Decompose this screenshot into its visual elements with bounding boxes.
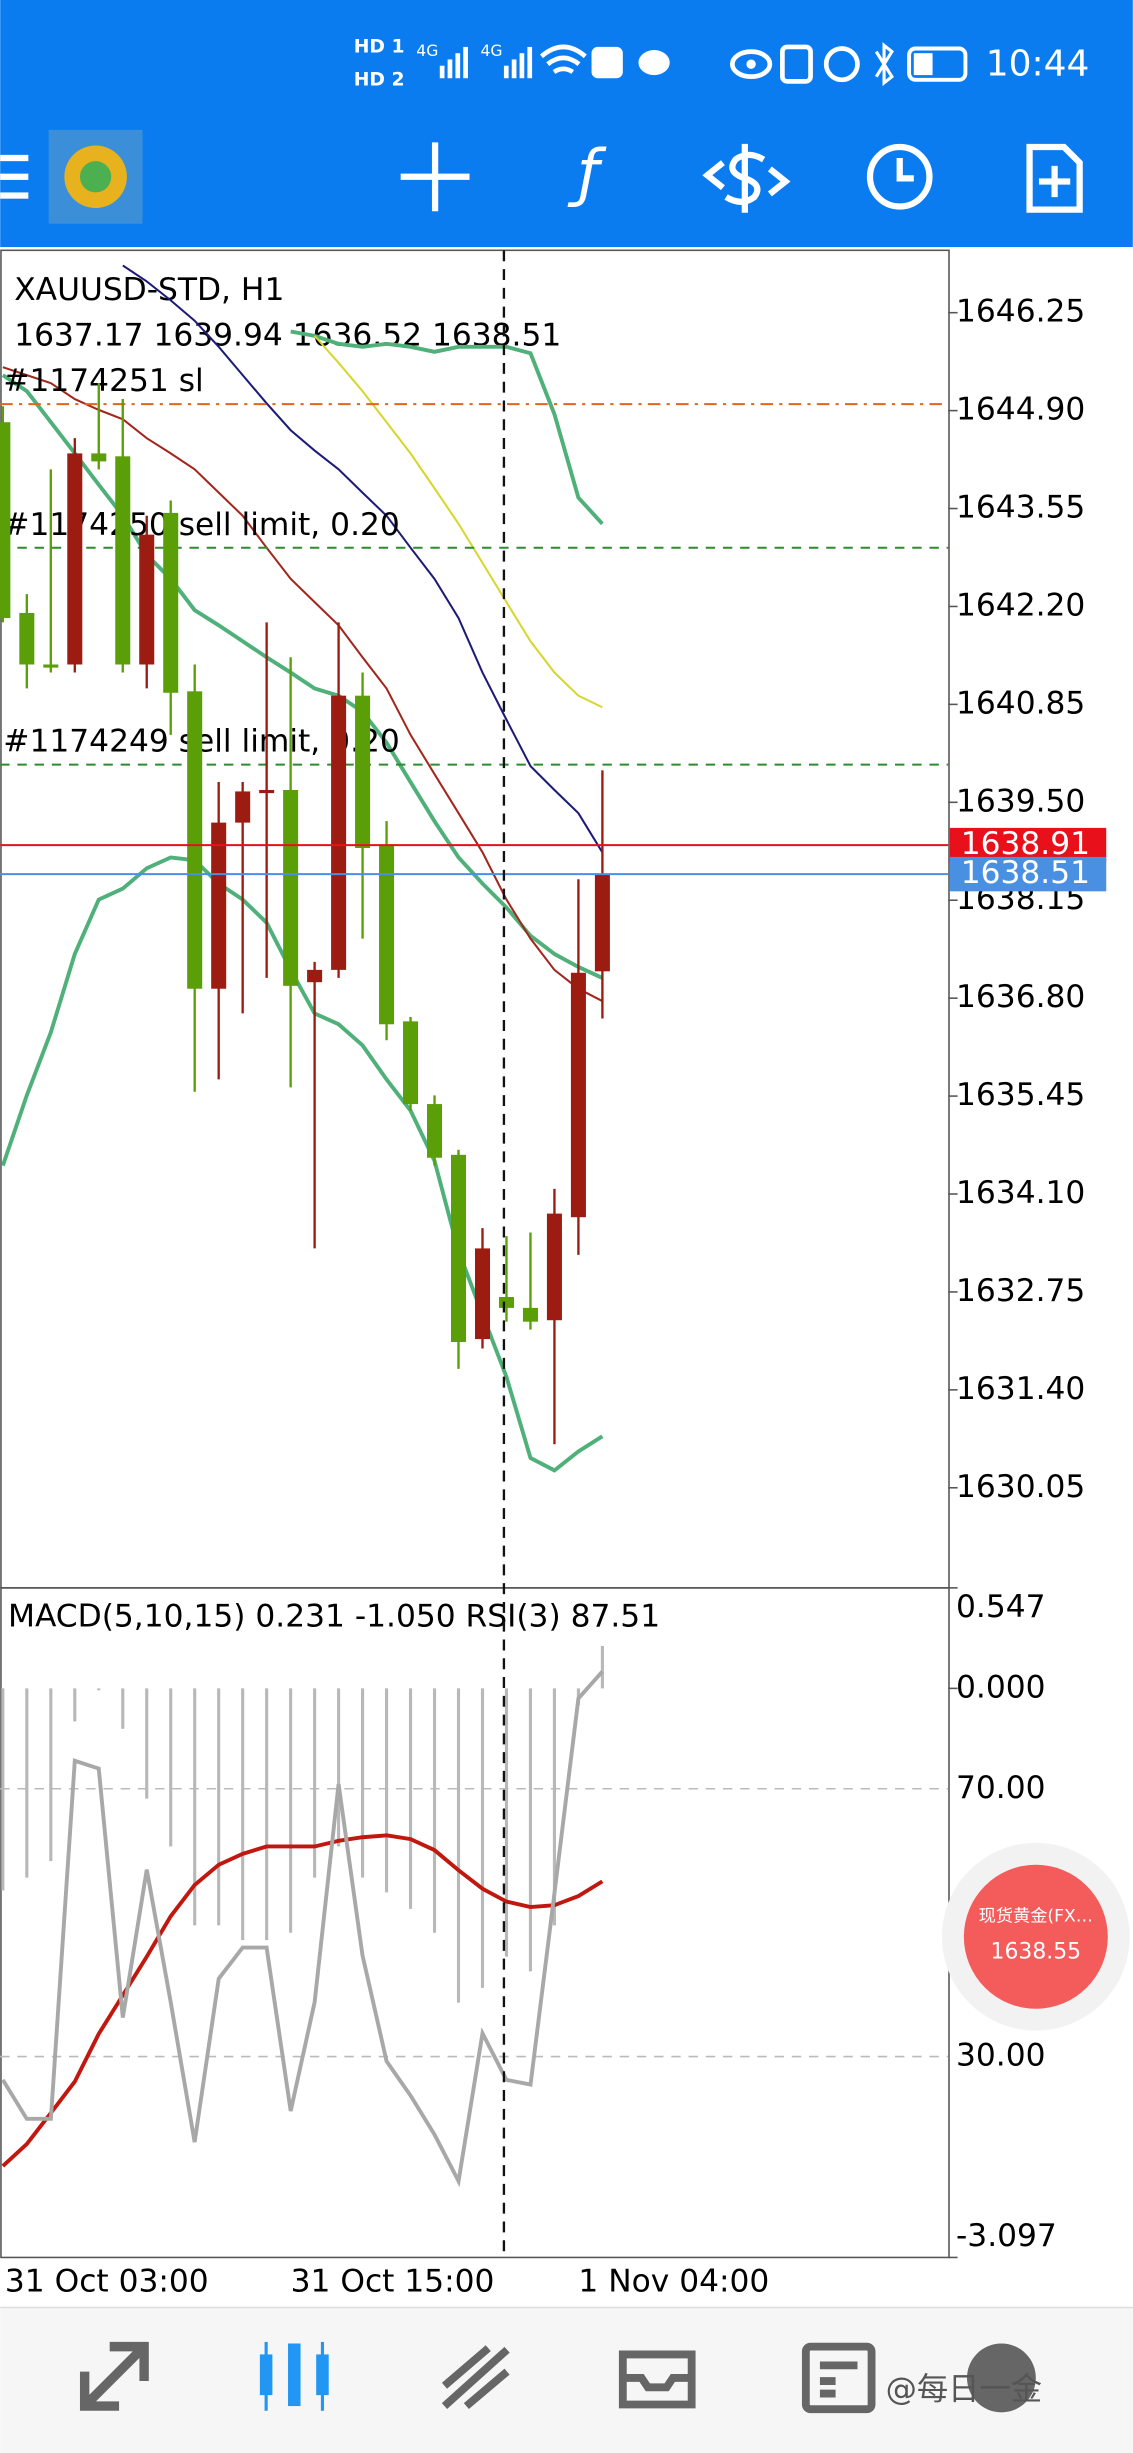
candle-body <box>307 969 323 983</box>
new-order-button[interactable] <box>1026 143 1083 213</box>
candle-body <box>259 789 275 794</box>
candle-body <box>163 512 179 693</box>
quotes-tab[interactable] <box>79 2341 149 2411</box>
chart-area: XAUUSD-STD, H1 1637.17 1639.94 1636.52 1… <box>0 247 1133 2308</box>
trade-button[interactable] <box>702 143 791 213</box>
top-bar <box>0 0 1133 248</box>
y-tick-label: 1643.55 <box>956 490 1085 526</box>
order-label: #1174250 sell limit, 0.20 <box>3 507 399 543</box>
y-tick-label: 0.000 <box>956 1669 1046 1705</box>
y-tick-label: 1639.50 <box>956 783 1085 819</box>
price-box <box>949 827 1107 863</box>
indicator-line <box>1 373 604 980</box>
clock: 10:44 <box>986 44 1090 85</box>
candle-body <box>570 972 586 1218</box>
x-tick-label: 1 Nov 04:00 <box>578 2263 769 2299</box>
y-tick-label: 1634.10 <box>956 1175 1085 1211</box>
candle-body <box>67 453 83 665</box>
y-tick-label: 1636.80 <box>956 979 1085 1015</box>
indicator-line <box>313 335 603 709</box>
news-tab[interactable] <box>801 2342 876 2414</box>
candle-body <box>43 664 59 668</box>
y-tick-label: -3.097 <box>956 2218 1057 2254</box>
candle-body <box>355 695 371 849</box>
y-tick-label: 1631.40 <box>956 1371 1085 1407</box>
candle-body <box>498 1297 514 1308</box>
y-tick-label: 1632.75 <box>956 1273 1085 1309</box>
network-label: 4G <box>480 41 502 60</box>
candle-body <box>546 1213 562 1321</box>
indicator-line <box>0 855 604 1473</box>
indicator-label: MACD(5,10,15) 0.231 -1.050 RSI(3) 87.51 <box>8 1599 660 1635</box>
order-label: #1174251 sl <box>3 363 203 399</box>
signal-icons <box>439 42 968 87</box>
timeframe-button[interactable] <box>866 143 933 210</box>
indicator-line <box>1 1670 604 2188</box>
chart-background <box>0 247 1133 2308</box>
price-label: 1638.51 <box>961 855 1090 891</box>
bottom-nav <box>0 2307 1133 2453</box>
status-bar: HD 1 HD 2 4G 4G 10:44 <box>354 36 1090 90</box>
candle-body <box>211 822 227 989</box>
candle-body <box>187 691 203 989</box>
chart-tab[interactable] <box>259 2341 329 2411</box>
trade-tab[interactable] <box>441 2345 510 2410</box>
indicator-line <box>290 329 604 526</box>
candle-body <box>594 874 610 972</box>
candle-body <box>283 789 299 986</box>
widget-title: 现货黄金(FX… <box>979 1906 1093 1926</box>
price-box <box>949 856 1107 892</box>
hd-icon: HD 2 <box>354 69 405 90</box>
y-tick-label: 0.547 <box>956 1589 1046 1625</box>
watermark: @每日一金 <box>886 2371 1042 2407</box>
candle-body <box>115 456 131 665</box>
bottom-nav-icons <box>79 2341 1036 2414</box>
history-tab[interactable] <box>618 2350 696 2409</box>
y-tick-label: 1646.25 <box>956 294 1085 330</box>
y2-tick-label: 70.00 <box>956 1770 1046 1806</box>
y2-tick-label: 30.00 <box>956 2038 1046 2074</box>
y-tick-label: 1642.20 <box>956 587 1085 623</box>
candle-body <box>0 422 11 619</box>
y-tick-label: 1635.45 <box>956 1077 1085 1113</box>
app-icon[interactable] <box>48 129 143 224</box>
candle-body <box>522 1307 538 1322</box>
candle-body <box>235 791 251 823</box>
candle-body <box>91 453 107 462</box>
candle-body <box>139 534 155 665</box>
x-tick-label: 31 Oct 03:00 <box>5 2263 209 2299</box>
crosshair-button[interactable] <box>400 142 470 212</box>
candle-body <box>474 1248 491 1340</box>
candle-body <box>427 1104 443 1158</box>
quote-widget[interactable]: 现货黄金(FX… 1638.55 <box>941 1842 1130 2031</box>
chart-title: XAUUSD-STD, H1 <box>14 272 284 308</box>
y-tick-label: 1640.85 <box>956 685 1085 721</box>
hd-icon: HD 1 <box>354 36 405 57</box>
candle-body <box>19 612 35 665</box>
indicator-line <box>2 366 603 1002</box>
widget-price: 1638.55 <box>991 1939 1082 1964</box>
indicator-line <box>1 1833 604 2168</box>
network-label: 4G <box>416 41 438 60</box>
menu-button[interactable] <box>0 154 29 199</box>
price-label: 1638.91 <box>961 826 1090 862</box>
candle-body <box>331 695 347 970</box>
messages-tab[interactable] <box>966 2343 1036 2413</box>
candle-body <box>403 1021 419 1105</box>
y-tick-label: 1630.05 <box>956 1469 1085 1505</box>
y-tick-label: 1644.90 <box>956 392 1085 428</box>
candle-body <box>379 844 395 1025</box>
x-tick-label: 31 Oct 15:00 <box>291 2263 495 2299</box>
indicator-line <box>122 264 604 853</box>
candle-body <box>450 1154 467 1342</box>
